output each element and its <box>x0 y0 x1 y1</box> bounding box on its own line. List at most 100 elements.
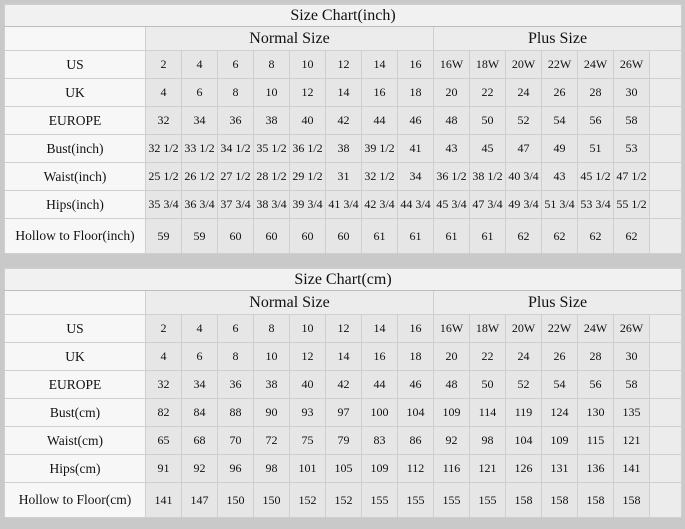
size-cell: 52 <box>505 370 542 399</box>
size-cell: 40 <box>289 106 326 135</box>
size-cell: 68 <box>181 426 218 455</box>
size-chart-inch: Size Chart(inch) Normal Size Plus Size US… <box>3 4 683 254</box>
size-cell: 150 <box>217 482 254 518</box>
size-cell: 48 <box>433 106 470 135</box>
size-cell: 141 <box>145 482 182 518</box>
size-cell: 112 <box>397 454 434 483</box>
size-cell: 45 <box>469 134 506 163</box>
size-cell: 36 <box>217 370 254 399</box>
size-cell: 16W <box>433 314 470 343</box>
size-cell: 8 <box>253 314 290 343</box>
size-cell: 44 3/4 <box>397 190 434 219</box>
row-label: Bust(cm) <box>4 398 146 427</box>
table-row: Hips(inch) 35 3/4 36 3/4 37 3/4 38 3/4 39 3/4… <box>4 190 683 219</box>
padding-cell <box>649 134 683 163</box>
size-cell: 12 <box>289 78 326 107</box>
table-row: Waist(inch) 25 1/2 26 1/2 27 1/2 28 1/2 29 1/… <box>4 162 683 191</box>
chart-title: Size Chart(cm) <box>3 268 683 291</box>
size-cell: 39 3/4 <box>289 190 326 219</box>
size-cell: 20 <box>433 342 470 371</box>
size-cell: 101 <box>289 454 326 483</box>
size-cell: 98 <box>253 454 290 483</box>
size-cell: 26W <box>613 314 650 343</box>
size-cell: 97 <box>325 398 362 427</box>
size-cell: 32 1/2 <box>145 134 182 163</box>
size-cell: 100 <box>361 398 398 427</box>
size-cell: 16W <box>433 50 470 79</box>
size-cell: 109 <box>541 426 578 455</box>
size-cell: 54 <box>541 106 578 135</box>
size-cell: 53 3/4 <box>577 190 614 219</box>
size-cell: 20 <box>433 78 470 107</box>
size-cell: 14 <box>325 342 362 371</box>
table-row: Hollow to Floor(cm) 141 147 150 150 152 152 155… <box>4 482 683 518</box>
size-cell: 30 <box>613 342 650 371</box>
size-cell: 26 <box>541 78 578 107</box>
row-label: UK <box>4 342 146 371</box>
table-row: US 2 4 6 8 10 12 14 16 16W 18W 20W 22W 24W 26W <box>4 50 683 79</box>
size-cell: 58 <box>613 370 650 399</box>
size-cell: 56 <box>577 370 614 399</box>
size-cell: 8 <box>217 342 254 371</box>
table-row: UK 4 6 8 10 12 14 16 18 20 22 24 26 28 30 <box>4 342 683 371</box>
size-cell: 62 <box>613 218 650 254</box>
size-cell: 72 <box>253 426 290 455</box>
padding-cell <box>649 342 683 371</box>
row-label: Waist(inch) <box>4 162 146 191</box>
padding-cell <box>649 106 683 135</box>
row-label: Bust(inch) <box>4 134 146 163</box>
table-row: UK 4 6 8 10 12 14 16 18 20 22 24 26 28 30 <box>4 78 683 107</box>
size-cell: 16 <box>397 50 434 79</box>
size-cell: 47 1/2 <box>613 162 650 191</box>
header-blank <box>4 26 146 51</box>
size-cell: 36 <box>217 106 254 135</box>
size-cell: 155 <box>469 482 506 518</box>
size-cell: 4 <box>181 50 218 79</box>
size-cell: 32 <box>145 106 182 135</box>
size-cell: 119 <box>505 398 542 427</box>
size-cell: 34 1/2 <box>217 134 254 163</box>
size-cell: 42 3/4 <box>361 190 398 219</box>
size-cell: 45 1/2 <box>577 162 614 191</box>
size-cell: 43 <box>433 134 470 163</box>
size-cell: 6 <box>217 314 254 343</box>
size-cell: 126 <box>505 454 542 483</box>
row-label: Hips(inch) <box>4 190 146 219</box>
size-cell: 141 <box>613 454 650 483</box>
size-cell: 116 <box>433 454 470 483</box>
table-row: EUROPE 32 34 36 38 40 42 44 46 48 50 52 54 56 58 <box>4 106 683 135</box>
size-cell: 4 <box>145 78 182 107</box>
size-cell: 30 <box>613 78 650 107</box>
size-cell: 10 <box>289 314 326 343</box>
size-cell: 86 <box>397 426 434 455</box>
size-cell: 14 <box>325 78 362 107</box>
padding-cell <box>649 454 683 483</box>
size-cell: 61 <box>469 218 506 254</box>
size-cell: 82 <box>145 398 182 427</box>
table-row: EUROPE 32 34 36 38 40 42 44 46 48 50 52 54 56 58 <box>4 370 683 399</box>
size-cell: 84 <box>181 398 218 427</box>
size-cell: 22W <box>541 50 578 79</box>
normal-size-header: Normal Size <box>145 290 434 315</box>
size-cell: 8 <box>253 50 290 79</box>
size-cell: 62 <box>541 218 578 254</box>
size-cell: 49 <box>541 134 578 163</box>
row-label: US <box>4 314 146 343</box>
size-cell: 114 <box>469 398 506 427</box>
plus-size-header: Plus Size <box>432 26 683 51</box>
size-cell: 34 <box>397 162 434 191</box>
size-cell: 62 <box>505 218 542 254</box>
size-cell: 18W <box>469 50 506 79</box>
size-cell: 38 <box>253 370 290 399</box>
size-cell: 48 <box>433 370 470 399</box>
size-cell: 155 <box>397 482 434 518</box>
size-cell: 18 <box>397 78 434 107</box>
size-cell: 24W <box>577 314 614 343</box>
row-label: UK <box>4 78 146 107</box>
size-cell: 40 <box>289 370 326 399</box>
size-cell: 38 <box>325 134 362 163</box>
size-cell: 4 <box>145 342 182 371</box>
size-cell: 92 <box>181 454 218 483</box>
size-cell: 61 <box>397 218 434 254</box>
size-cell: 152 <box>325 482 362 518</box>
